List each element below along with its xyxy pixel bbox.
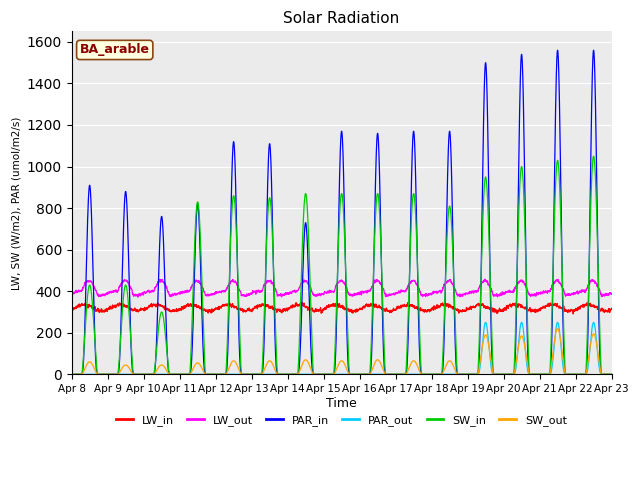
PAR_in	[463, 372, 470, 377]
LW_in	[68, 306, 76, 312]
SW_in	[493, 372, 501, 377]
X-axis label: Time: Time	[326, 397, 357, 410]
Text: BA_arable: BA_arable	[80, 44, 150, 57]
Line: SW_out: SW_out	[72, 329, 612, 374]
PAR_in	[433, 372, 440, 377]
PAR_out	[433, 372, 440, 377]
Legend: LW_in, LW_out, PAR_in, PAR_out, SW_in, SW_out: LW_in, LW_out, PAR_in, PAR_out, SW_in, S…	[112, 411, 572, 431]
SW_out	[165, 371, 173, 376]
SW_in	[607, 372, 615, 377]
LW_in	[433, 305, 440, 311]
PAR_out	[68, 372, 76, 377]
SW_out	[607, 372, 615, 377]
PAR_out	[607, 372, 615, 377]
LW_out	[134, 294, 141, 300]
PAR_out	[608, 372, 616, 377]
Line: LW_in: LW_in	[72, 302, 612, 314]
LW_out	[607, 290, 615, 296]
SW_in	[165, 367, 173, 372]
Title: Solar Radiation: Solar Radiation	[284, 11, 400, 26]
Line: LW_out: LW_out	[72, 279, 612, 297]
Line: PAR_out: PAR_out	[72, 323, 612, 374]
PAR_in	[321, 372, 329, 377]
SW_out	[608, 372, 616, 377]
LW_in	[570, 311, 577, 317]
SW_in	[463, 372, 470, 377]
LW_in	[298, 300, 306, 305]
Line: PAR_in: PAR_in	[72, 50, 612, 374]
SW_out	[554, 326, 561, 332]
SW_in	[608, 372, 616, 377]
LW_in	[165, 308, 173, 313]
LW_in	[321, 305, 329, 311]
PAR_in	[608, 372, 616, 377]
PAR_in	[589, 48, 597, 53]
SW_out	[433, 372, 440, 377]
SW_out	[493, 372, 501, 377]
Line: SW_in: SW_in	[72, 156, 612, 374]
PAR_out	[493, 372, 501, 377]
LW_in	[463, 305, 470, 311]
LW_in	[493, 309, 501, 314]
SW_in	[68, 372, 76, 377]
LW_out	[481, 276, 489, 282]
LW_out	[165, 291, 173, 297]
LW_out	[68, 290, 76, 296]
LW_out	[433, 290, 440, 296]
Y-axis label: LW, SW (W/m2), PAR (umol/m2/s): LW, SW (W/m2), PAR (umol/m2/s)	[11, 116, 21, 289]
LW_in	[607, 307, 615, 312]
SW_out	[463, 372, 470, 377]
SW_out	[321, 372, 329, 377]
PAR_out	[463, 372, 470, 377]
PAR_out	[165, 372, 173, 377]
SW_in	[321, 372, 329, 377]
PAR_out	[321, 372, 329, 377]
LW_out	[321, 289, 329, 295]
LW_in	[608, 305, 616, 311]
PAR_in	[493, 372, 501, 377]
SW_in	[433, 372, 440, 377]
SW_in	[589, 153, 597, 159]
PAR_in	[68, 372, 76, 377]
LW_out	[608, 291, 616, 297]
PAR_in	[607, 372, 615, 377]
SW_out	[68, 372, 76, 377]
PAR_out	[589, 320, 597, 325]
LW_out	[463, 291, 470, 297]
PAR_in	[165, 369, 173, 375]
LW_out	[493, 294, 501, 300]
